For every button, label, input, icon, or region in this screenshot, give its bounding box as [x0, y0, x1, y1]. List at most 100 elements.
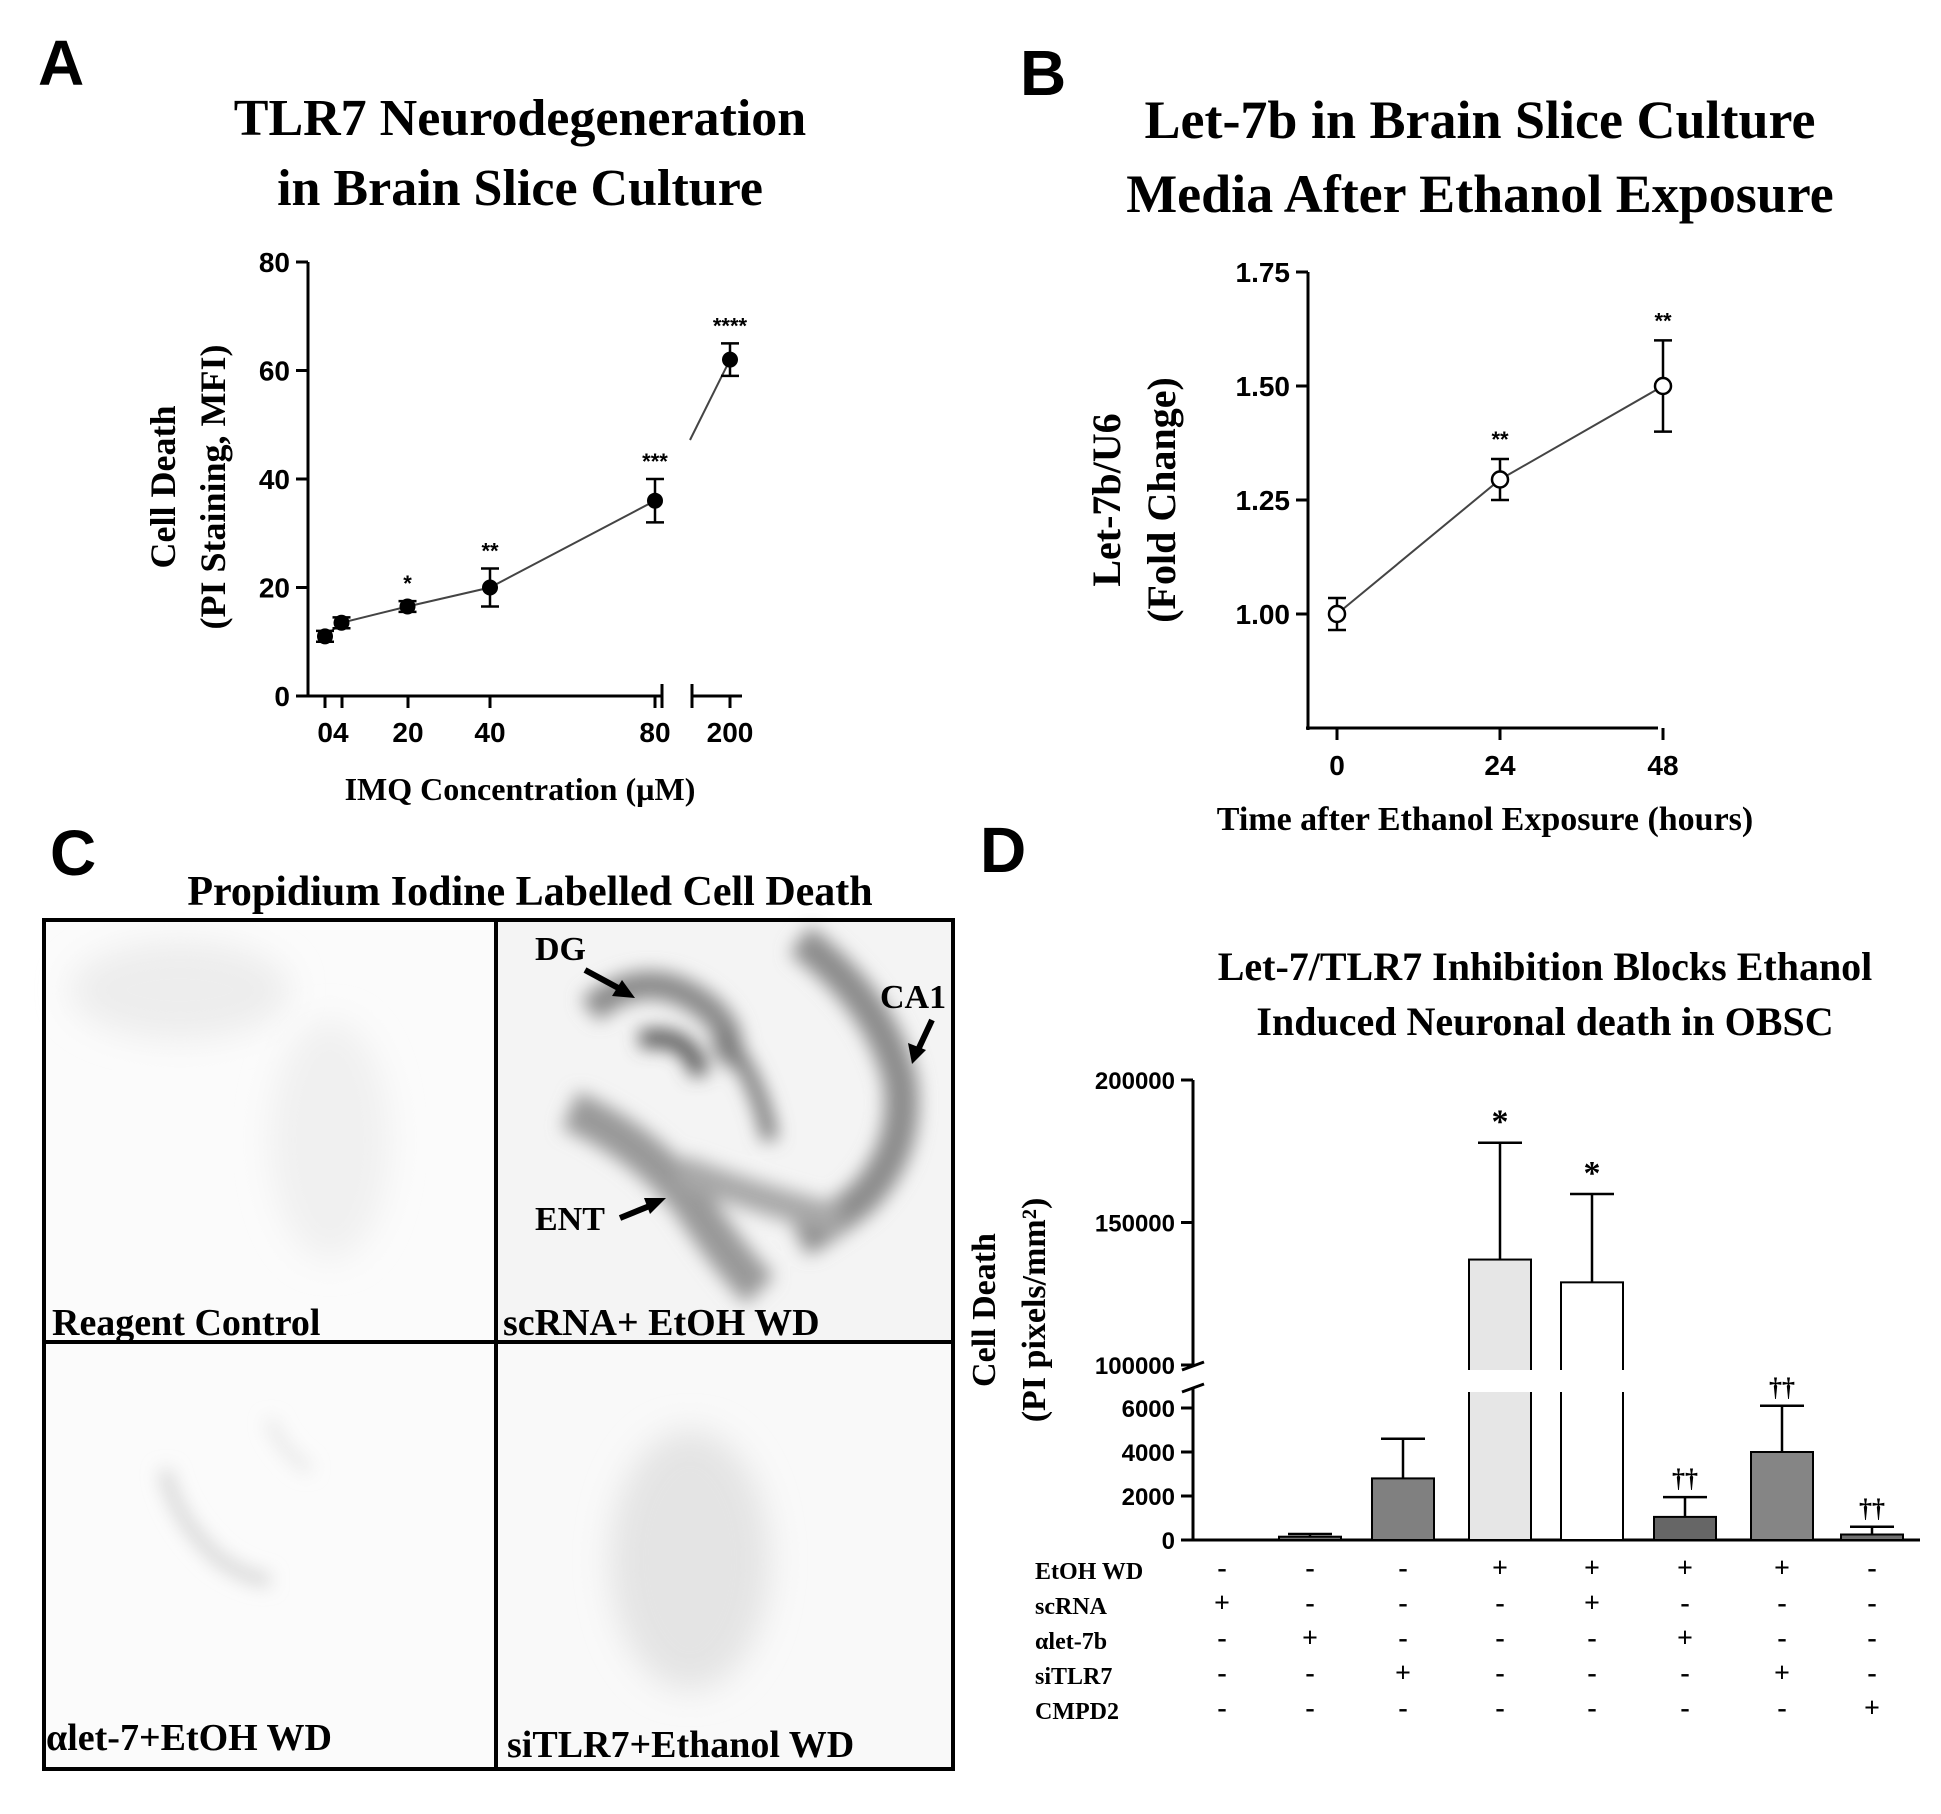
condition-row-label: scRNA: [1035, 1594, 1108, 1620]
condition-sign: -: [1305, 1553, 1314, 1584]
chart-d-sig-label: *: [1492, 1104, 1509, 1141]
micrograph-reagent-control: Reagent Control: [46, 922, 496, 1344]
micrograph-label-sitlr7-etoh: siTLR7+Ethanol WD: [507, 1724, 854, 1766]
chart-a-sig-label: *: [403, 571, 412, 596]
chart-b-xtick-label: 24: [1484, 750, 1516, 781]
chart-a-point: [399, 598, 416, 615]
chart-d-axis-break-bottom: [1181, 1382, 1205, 1394]
condition-sign: -: [1217, 1693, 1226, 1724]
chart-b-title-line1: Let-7b in Brain Slice Culture: [1144, 90, 1815, 150]
chart-d-axis-break-top: [1181, 1360, 1205, 1372]
chart-b-xtick-label: 48: [1647, 750, 1678, 781]
condition-sign: +: [1774, 1658, 1790, 1689]
condition-sign: -: [1398, 1693, 1407, 1724]
chart-b-title-line2: Media After Ethanol Exposure: [1126, 164, 1834, 224]
chart-d-ylabel-line2: (PI pixels/mm²): [1016, 1198, 1053, 1423]
condition-sign: +: [1677, 1553, 1693, 1584]
chart-b-marks: 1.00 1.25 1.50 1.75 0 24 48 ** **: [1236, 257, 1679, 781]
arrow-ca1: [915, 1018, 935, 1052]
chart-d-bar: [1278, 1535, 1342, 1541]
condition-sign: -: [1305, 1693, 1314, 1724]
condition-sign: -: [1867, 1553, 1876, 1584]
condition-sign: +: [1864, 1693, 1880, 1724]
condition-sign: -: [1777, 1623, 1786, 1654]
chart-d-bar: [1468, 1258, 1532, 1374]
condition-row-label: αlet-7b: [1035, 1629, 1107, 1655]
chart-d-ytick-label: 150000: [1095, 1211, 1175, 1238]
chart-d-bar: [1840, 1533, 1904, 1541]
chart-a-point: [722, 351, 738, 368]
chart-a-sig-label: **: [481, 539, 499, 564]
condition-sign: +: [1214, 1588, 1230, 1619]
chart-d-bar-lower: [1468, 1389, 1532, 1541]
condition-sign: -: [1398, 1588, 1407, 1619]
chart-a-ytick-label: 0: [274, 681, 290, 712]
condition-sign: -: [1217, 1623, 1226, 1654]
chart-a-sig-label: ****: [713, 313, 748, 338]
arrow-dg-head: [612, 980, 635, 998]
condition-sign: +: [1395, 1658, 1411, 1689]
arrow-ent-head: [644, 1198, 666, 1214]
condition-sign: -: [1398, 1553, 1407, 1584]
condition-sign: +: [1584, 1553, 1600, 1584]
chart-a-title-line1: TLR7 Neurodegeneration: [234, 90, 807, 147]
chart-b-point: [1653, 376, 1673, 396]
chart-d-bar-break-gap: [1466, 1370, 1534, 1392]
chart-a-ytick-label: 40: [259, 464, 290, 495]
chart-b-sig-label: **: [1654, 308, 1672, 333]
panel-letter-b: B: [1020, 37, 1066, 109]
chart-d-bar-break-gap: [1558, 1370, 1626, 1392]
condition-sign: -: [1867, 1658, 1876, 1689]
condition-sign: -: [1217, 1658, 1226, 1689]
chart-a-ylabel-line2: (PI Staining, MFI): [193, 344, 233, 629]
chart-b-ytick-label: 1.00: [1236, 599, 1291, 630]
micrograph-sitlr7-etoh: siTLR7+Ethanol WD: [496, 1342, 951, 1767]
chart-a-sig-label: ***: [642, 449, 668, 474]
micrograph-annotation-ca1: CA1: [880, 979, 946, 1016]
condition-sign: +: [1774, 1553, 1790, 1584]
micrograph-annotation-dg: DG: [535, 931, 586, 968]
chart-d-title-line1: Let-7/TLR7 Inhibition Blocks Ethanol: [1218, 944, 1873, 989]
chart-a-xtick-label: 200: [707, 717, 754, 748]
condition-row-label: CMPD2: [1035, 1699, 1119, 1725]
micrograph-scrna-etoh: DG CA1 ENT scRNA+ EtOH WD: [496, 922, 951, 1344]
chart-d-sig-label: ††: [1672, 1464, 1698, 1493]
chart-d-ytick-label: 100000: [1095, 1353, 1175, 1380]
chart-d-ytick-label: 4000: [1122, 1440, 1175, 1467]
chart-d-title-line2: Induced Neuronal death in OBSC: [1256, 999, 1833, 1044]
arrow-ca1-head: [908, 1043, 926, 1064]
condition-table: EtOH WD - - - + + + + - scRNA + - - - + - - - αlet-7b - + - - -…: [1035, 1553, 1880, 1725]
chart-d-sig-label: ††: [1859, 1494, 1885, 1523]
micrograph-label-reagent-control: Reagent Control: [52, 1302, 320, 1344]
chart-a: TLR7 Neurodegeneration in Brain Slice Cu…: [143, 90, 806, 807]
condition-row-label: siTLR7: [1035, 1664, 1112, 1690]
chart-b-point: [1327, 604, 1347, 624]
chart-a-title-line2: in Brain Slice Culture: [277, 160, 763, 217]
chart-a-point: [333, 614, 350, 631]
condition-sign: -: [1305, 1658, 1314, 1689]
chart-a-point: [482, 579, 498, 596]
chart-a-xtick-label: 20: [392, 717, 423, 748]
chart-a-xlabel: IMQ Concentration (µM): [345, 771, 696, 807]
micrograph-label-scrna-etoh: scRNA+ EtOH WD: [503, 1302, 820, 1344]
condition-sign: +: [1492, 1553, 1508, 1584]
chart-d: Let-7/TLR7 Inhibition Blocks Ethanol Ind…: [966, 944, 1920, 1725]
condition-sign: -: [1587, 1693, 1596, 1724]
condition-sign: -: [1680, 1658, 1689, 1689]
chart-d-marks: 0 2000 4000 6000 100000 150000 200000 * * †† †† ††: [1095, 1068, 1904, 1555]
chart-a-point: [647, 492, 663, 509]
condition-sign: +: [1302, 1623, 1318, 1654]
chart-b-sig-label: **: [1491, 427, 1509, 452]
condition-sign: +: [1584, 1588, 1600, 1619]
chart-a-xtick-label: 04: [317, 717, 349, 748]
chart-b-xtick-label: 0: [1329, 750, 1345, 781]
micrograph-label-alet7-etoh: αlet-7+EtOH WD: [46, 1717, 332, 1759]
chart-b-ytick-label: 1.75: [1236, 257, 1291, 288]
chart-d-bar-lower: [1560, 1389, 1624, 1541]
condition-sign: -: [1777, 1693, 1786, 1724]
condition-sign: -: [1777, 1588, 1786, 1619]
chart-a-xtick-label: 80: [639, 717, 670, 748]
micrograph-annotation-ent: ENT: [535, 1201, 605, 1238]
chart-b: Let-7b in Brain Slice Culture Media Afte…: [1084, 90, 1834, 838]
condition-sign: -: [1495, 1623, 1504, 1654]
